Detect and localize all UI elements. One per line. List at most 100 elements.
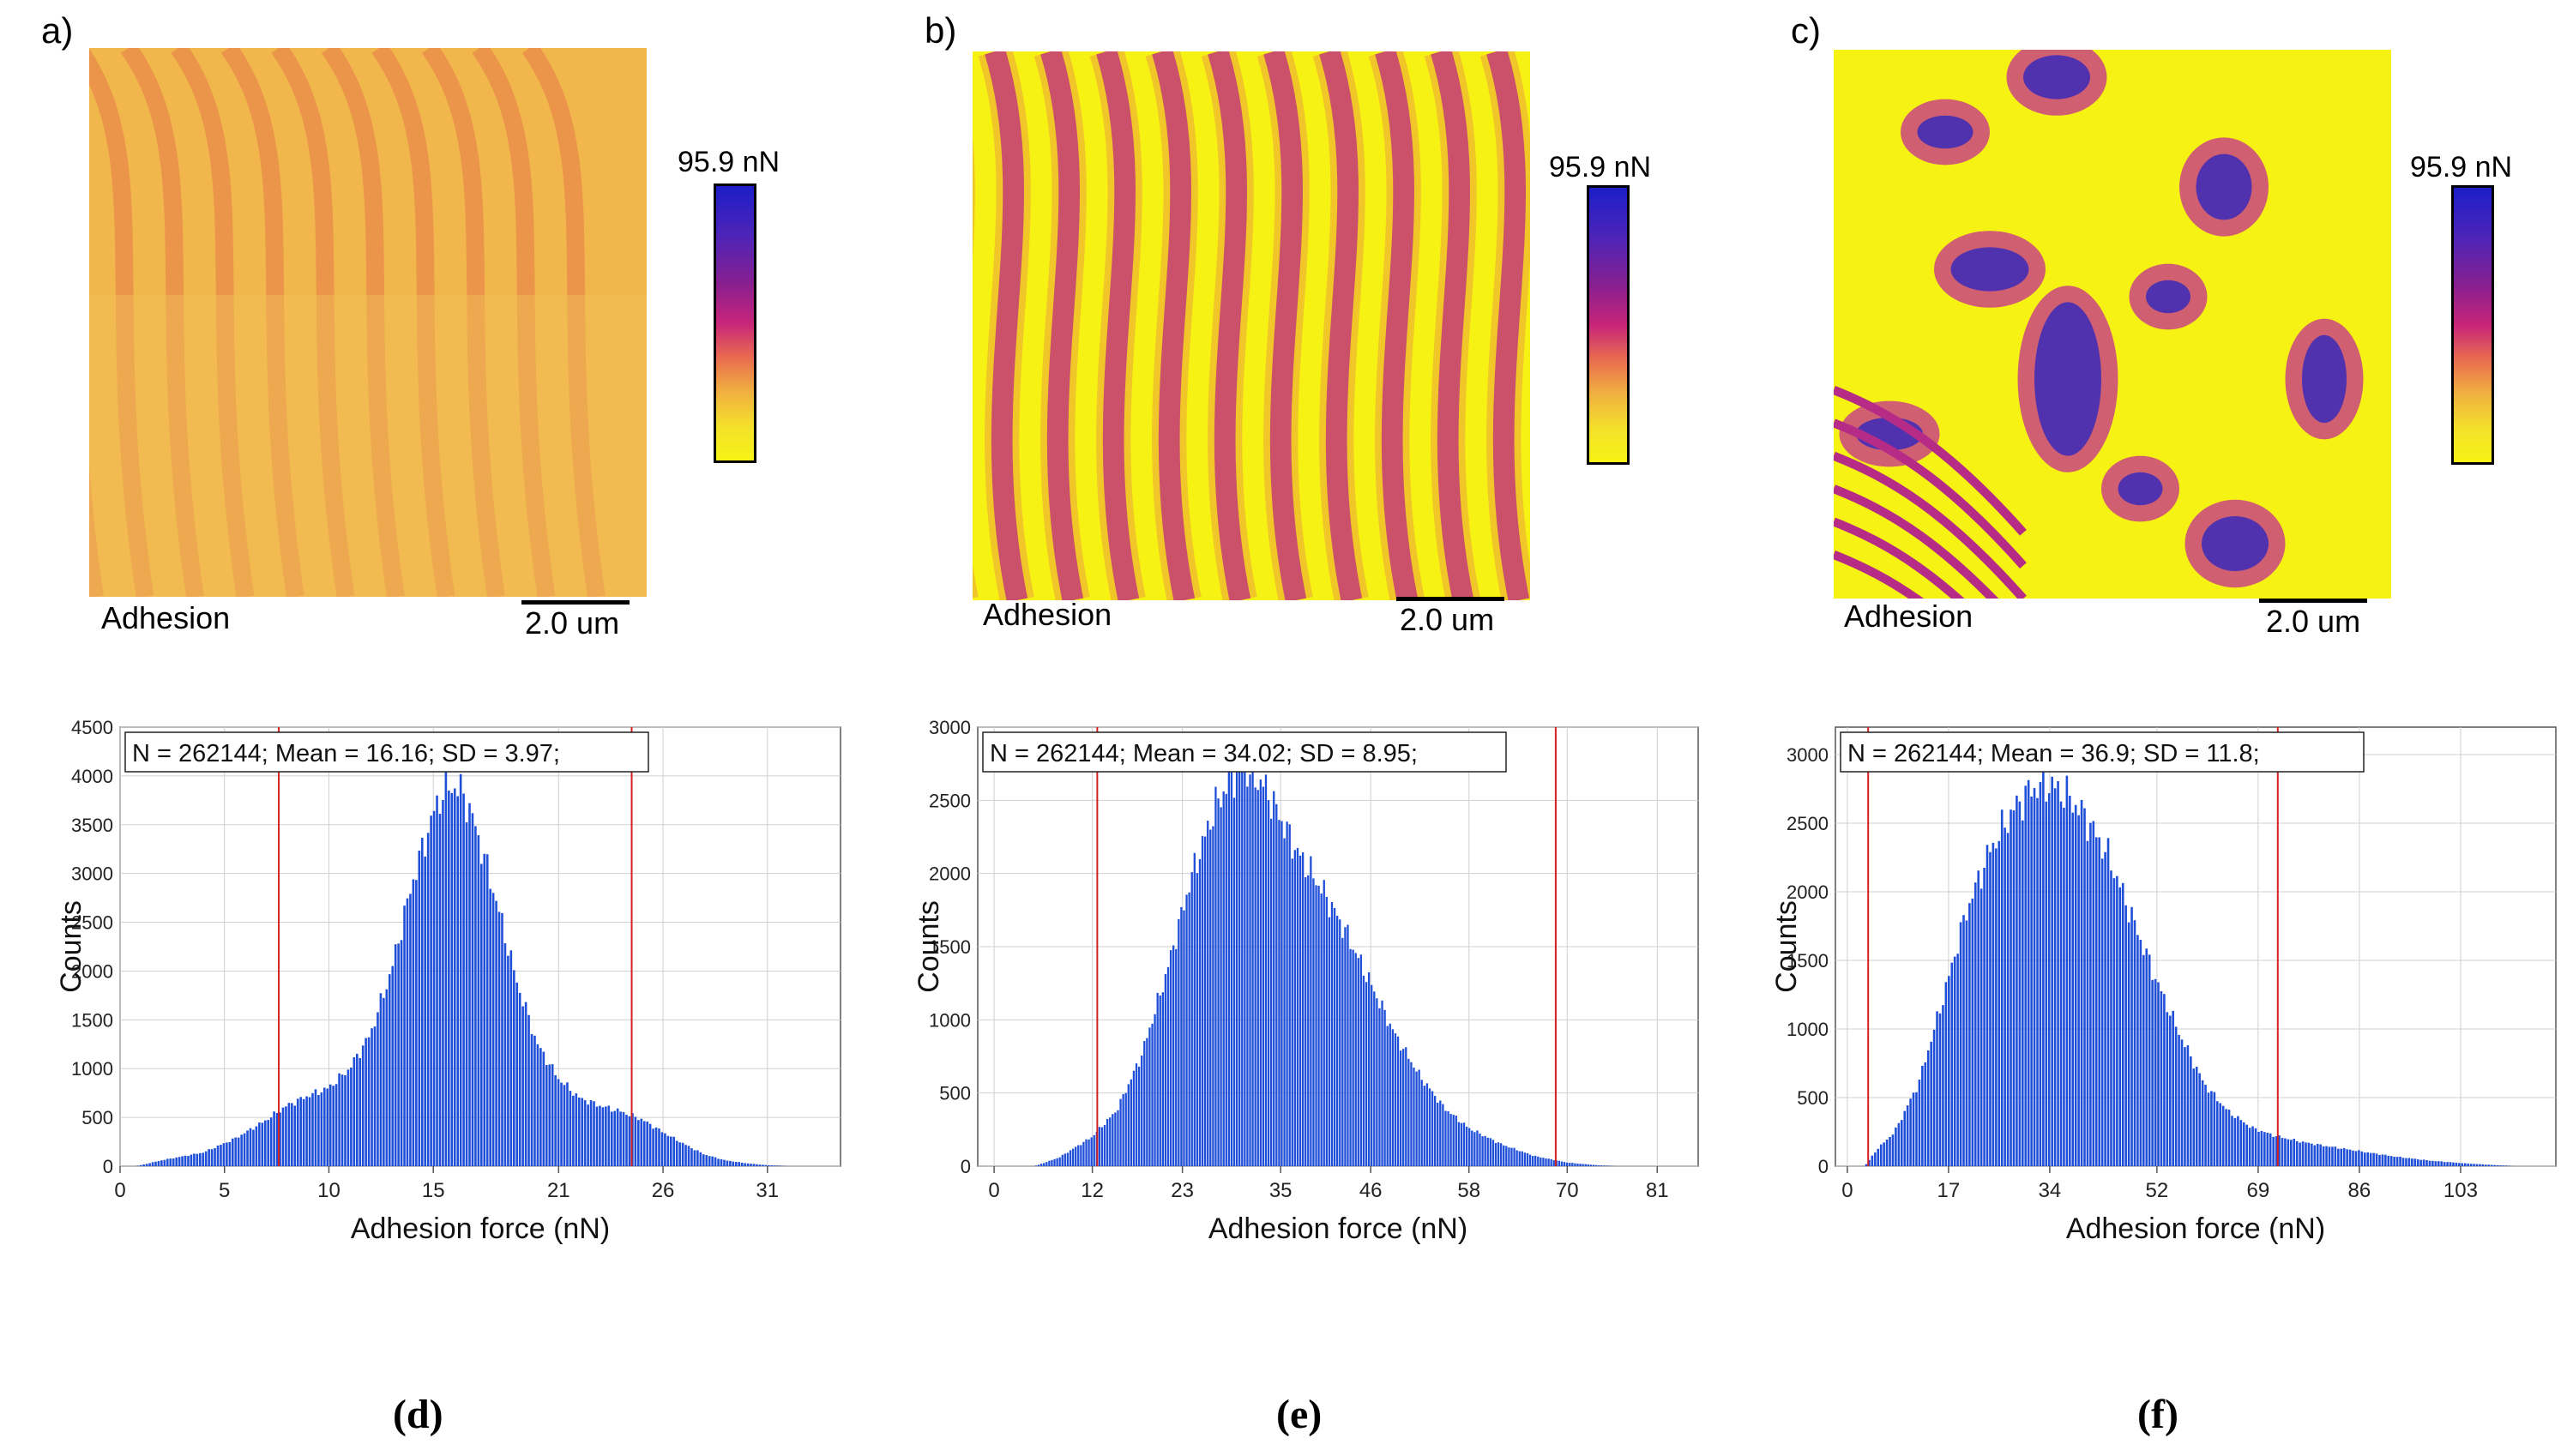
y-tick-label: 0 <box>1818 1156 1829 1177</box>
histogram-bar <box>1950 962 1954 1166</box>
histogram-bar <box>2160 990 2163 1166</box>
histogram-bar <box>1317 885 1320 1166</box>
histogram-bar <box>2260 1130 2263 1166</box>
histogram-bar <box>361 1045 365 1166</box>
histogram-bar <box>2449 1162 2452 1166</box>
histogram-bar <box>1212 826 1214 1166</box>
histogram-bar <box>521 1006 524 1166</box>
histogram-bar <box>258 1122 261 1166</box>
histogram-bar <box>1877 1148 1880 1166</box>
histogram-bar <box>693 1150 696 1166</box>
histogram-bar <box>2319 1144 2322 1166</box>
histogram-bar <box>1930 1041 1932 1166</box>
map-band <box>1834 484 1999 599</box>
histogram-bar <box>2121 882 2124 1166</box>
histogram-bar <box>1214 786 1217 1166</box>
histogram-bar <box>1394 1033 1397 1166</box>
histogram-bar <box>2033 787 2036 1166</box>
histogram-bar <box>2311 1143 2313 1166</box>
histogram-bar <box>1503 1145 1505 1166</box>
histogram-bar <box>465 821 468 1166</box>
histogram-bar <box>1879 1144 1883 1166</box>
histogram-bar <box>2446 1162 2449 1166</box>
histogram-bar <box>1420 1080 1423 1166</box>
histogram-bar <box>2331 1146 2334 1166</box>
histogram-bar <box>1457 1122 1461 1166</box>
histogram-bar <box>383 997 385 1166</box>
histogram-bar <box>275 1112 279 1166</box>
histogram-bar <box>2024 785 2028 1166</box>
x-axis-title: Adhesion force (nN) <box>1208 1212 1467 1245</box>
histogram-bar <box>2016 795 2018 1166</box>
histogram-bar <box>1130 1079 1133 1166</box>
histogram-bar <box>1571 1163 1574 1166</box>
colorbar-max-c: 95.9 nN <box>2410 151 2513 184</box>
histogram-bar <box>1587 1164 1589 1166</box>
histogram-bar <box>1521 1151 1523 1166</box>
histogram-bar <box>732 1161 735 1166</box>
histogram-bar <box>226 1142 228 1166</box>
histogram-bar <box>1207 821 1209 1166</box>
histogram-bar <box>340 1074 344 1166</box>
histogram-bar <box>515 982 519 1166</box>
histogram-bar <box>1376 998 1378 1166</box>
histogram-bar <box>2145 948 2148 1166</box>
histogram-bar <box>2098 837 2101 1166</box>
histogram-bar <box>2053 788 2057 1166</box>
histogram-bar <box>1039 1164 1043 1166</box>
map-band-halo <box>978 51 1034 600</box>
histogram-bar <box>1286 821 1288 1166</box>
histogram-bar <box>2184 1047 2186 1166</box>
histogram-bar <box>1109 1117 1112 1166</box>
x-axis-title: Adhesion force (nN) <box>2066 1212 2325 1245</box>
histogram-bar <box>2216 1101 2219 1166</box>
histogram-bar <box>560 1082 563 1166</box>
histogram-bar <box>587 1104 589 1166</box>
histogram-bar <box>1915 1092 1918 1166</box>
histogram-bar <box>646 1121 648 1166</box>
histogram-bar <box>2148 954 2151 1166</box>
histogram-bar <box>1518 1151 1521 1166</box>
histogram-bar <box>1169 950 1172 1166</box>
histogram-bar <box>2059 801 2063 1166</box>
histogram-bar <box>2413 1158 2417 1166</box>
histogram-bar <box>1328 917 1331 1166</box>
histogram-bar <box>1124 1092 1127 1166</box>
y-tick-label: 2000 <box>1787 881 1829 903</box>
histogram-bar <box>583 1100 587 1166</box>
histogram-bar <box>269 1117 273 1166</box>
histogram-bar <box>220 1145 222 1166</box>
histogram-bar <box>436 795 438 1166</box>
histogram-bar <box>1944 982 1948 1166</box>
histogram-bar <box>1481 1136 1484 1166</box>
histogram-bar <box>1061 1154 1064 1166</box>
histogram-bar <box>1315 885 1317 1166</box>
subfigure-label-f: (f) <box>2137 1392 2178 1437</box>
histogram-bar <box>1127 1084 1130 1166</box>
x-tick-label: 70 <box>1556 1179 1579 1202</box>
histogram-bar <box>613 1110 616 1166</box>
histogram-bar <box>379 993 383 1166</box>
histogram-bar <box>1262 786 1265 1166</box>
y-tick-label: 1500 <box>929 936 971 958</box>
histogram-bar <box>1938 1013 1942 1166</box>
histogram-bar <box>1064 1153 1067 1166</box>
histogram-bar <box>1227 768 1231 1166</box>
histogram-bar <box>1909 1098 1912 1166</box>
histogram-bar <box>750 1164 752 1166</box>
scale-bar-c <box>2259 599 2367 603</box>
histogram-bar <box>2381 1154 2384 1166</box>
histogram-bar <box>551 1064 554 1166</box>
histogram-bar <box>2499 1165 2502 1166</box>
histogram-bar <box>1357 958 1359 1166</box>
map-band <box>1431 51 1474 600</box>
histogram-bar <box>2045 801 2048 1166</box>
colorbar-a <box>714 184 756 463</box>
histogram-bar <box>610 1111 613 1166</box>
histogram-bar <box>503 943 507 1166</box>
histogram-bar <box>1479 1133 1481 1166</box>
histogram-bar <box>483 853 486 1166</box>
histogram-bar <box>708 1156 711 1166</box>
histogram-bar <box>1515 1150 1518 1166</box>
histogram-bar <box>625 1115 628 1166</box>
